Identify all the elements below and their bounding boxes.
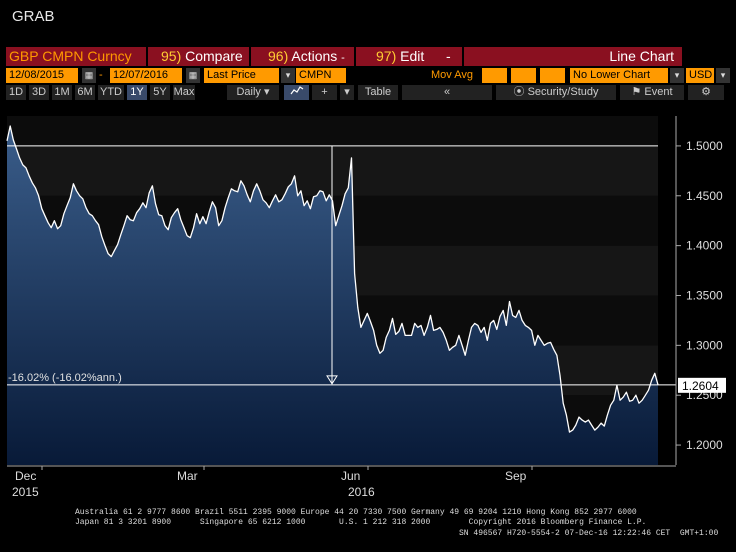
footer-line-2: Japan 81 3 3201 8900 Singapore 65 6212 1… bbox=[75, 518, 647, 527]
field-select[interactable]: Last Price bbox=[204, 68, 279, 83]
line-chart-icon[interactable] bbox=[284, 85, 309, 100]
compare-label: Compare bbox=[185, 48, 243, 64]
price-chart: 1.20001.25001.30001.35001.40001.45001.50… bbox=[6, 116, 726, 499]
last-value-tag: 1.2604 bbox=[678, 377, 726, 393]
period-button-1y[interactable]: 1Y bbox=[127, 85, 147, 100]
x-year-label: 2015 bbox=[12, 485, 39, 499]
x-tick-label: Mar bbox=[177, 469, 198, 483]
change-annotation: -16.02% (-16.02%ann.) bbox=[8, 372, 122, 384]
edit-label: Edit bbox=[400, 48, 425, 64]
chart-type-label: Line Chart bbox=[609, 48, 674, 64]
end-date-field[interactable]: 12/07/2016 bbox=[110, 68, 182, 83]
mov-avg-label: Mov Avg bbox=[431, 69, 473, 81]
back-button[interactable]: « bbox=[402, 85, 492, 100]
crosshair-icon[interactable]: + bbox=[312, 85, 337, 100]
footer-line-3: SN 496567 H720-5554-2 07-Dec-16 12:22:46… bbox=[459, 529, 719, 538]
start-date-field[interactable]: 12/08/2015 bbox=[6, 68, 78, 83]
gear-icon[interactable]: ⚙ bbox=[688, 85, 724, 100]
edit-button[interactable]: 97) Edit bbox=[376, 47, 424, 66]
security-name[interactable]: GBP CMPN Curncy bbox=[9, 48, 132, 64]
security-study-label: Security/Study bbox=[527, 86, 599, 98]
date-dash: - bbox=[99, 69, 103, 81]
y-tick-label: 1.4500 bbox=[686, 189, 723, 203]
y-tick-label: 1.3000 bbox=[686, 338, 723, 352]
chevron-down-icon[interactable]: ▾ bbox=[281, 68, 295, 83]
period-button-1d[interactable]: 1D bbox=[6, 85, 26, 100]
flag-icon: ⚑ bbox=[631, 86, 642, 98]
x-year-label: 2016 bbox=[348, 485, 375, 499]
event-button[interactable]: ⚑ Event bbox=[620, 85, 684, 100]
mov-avg-field-2[interactable] bbox=[511, 68, 536, 83]
lower-chart-select[interactable]: No Lower Chart bbox=[570, 68, 668, 83]
y-tick-label: 1.5000 bbox=[686, 139, 723, 153]
mov-avg-field-1[interactable] bbox=[482, 68, 507, 83]
period-button-3d[interactable]: 3D bbox=[29, 85, 49, 100]
window-title: GRAB bbox=[12, 8, 55, 25]
y-tick-label: 1.2000 bbox=[686, 438, 723, 452]
frequency-select[interactable]: Daily ▾ bbox=[227, 85, 279, 100]
x-tick-label: Sep bbox=[505, 469, 527, 483]
period-button-max[interactable]: Max bbox=[173, 85, 195, 100]
period-toolbar: 1D 3D 1M 6M YTD 1Y 5Y Max Daily ▾ + ▾ Table « ⦿… bbox=[6, 85, 724, 100]
footer-line-1: Australia 61 2 9777 8600 Brazil 5511 239… bbox=[75, 508, 637, 517]
edit-number: 97) bbox=[376, 48, 397, 64]
frequency-label: Daily bbox=[236, 86, 261, 98]
price-line bbox=[6, 125, 659, 433]
mov-avg-field-3[interactable] bbox=[540, 68, 565, 83]
compare-number: 95) bbox=[161, 48, 182, 64]
compare-button[interactable]: 95) Compare bbox=[161, 47, 243, 66]
security-study-button[interactable]: ⦿ Security/Study bbox=[496, 85, 616, 100]
chevron-down-icon: - bbox=[341, 52, 345, 64]
x-tick-label: Dec bbox=[15, 469, 36, 483]
calendar-icon[interactable]: ▦ bbox=[186, 68, 200, 83]
last-value-label: 1.2604 bbox=[682, 379, 719, 393]
actions-button[interactable]: 96) Actions - bbox=[268, 47, 345, 66]
change-arrow-head bbox=[326, 375, 338, 385]
actions-label: Actions bbox=[291, 48, 338, 64]
y-axis: 1.20001.25001.30001.35001.40001.45001.50… bbox=[675, 116, 723, 465]
chevron-down-icon[interactable]: ▾ bbox=[670, 68, 684, 83]
period-button-ytd[interactable]: YTD bbox=[98, 85, 124, 100]
x-axis: Dec Mar Jun Sep 2015 2016 bbox=[7, 465, 676, 499]
ticker-field[interactable]: CMPN bbox=[296, 68, 346, 83]
y-tick-label: 1.3500 bbox=[686, 288, 723, 302]
edit-dropdown-icon[interactable]: - bbox=[446, 48, 451, 64]
actions-number: 96) bbox=[268, 48, 289, 64]
command-bar: GBP CMPN Curncy 95) Compare 96) Actions … bbox=[6, 47, 682, 66]
chevron-down-icon[interactable]: ▾ bbox=[340, 85, 354, 100]
chevron-down-icon[interactable]: ▾ bbox=[716, 68, 730, 83]
x-tick-label: Jun bbox=[341, 469, 360, 483]
security-study-icon: ⦿ bbox=[513, 86, 525, 98]
settings-bar: 12/08/2015 ▦ - 12/07/2016 ▦ Last Price ▾… bbox=[6, 67, 730, 84]
period-button-5y[interactable]: 5Y bbox=[150, 85, 170, 100]
event-label: Event bbox=[644, 86, 673, 98]
period-button-6m[interactable]: 6M bbox=[75, 85, 95, 100]
period-button-1m[interactable]: 1M bbox=[52, 85, 72, 100]
calendar-icon[interactable]: ▦ bbox=[82, 68, 96, 83]
y-tick-label: 1.4000 bbox=[686, 239, 723, 253]
currency-field[interactable]: USD bbox=[686, 68, 714, 83]
table-button[interactable]: Table bbox=[358, 85, 398, 100]
